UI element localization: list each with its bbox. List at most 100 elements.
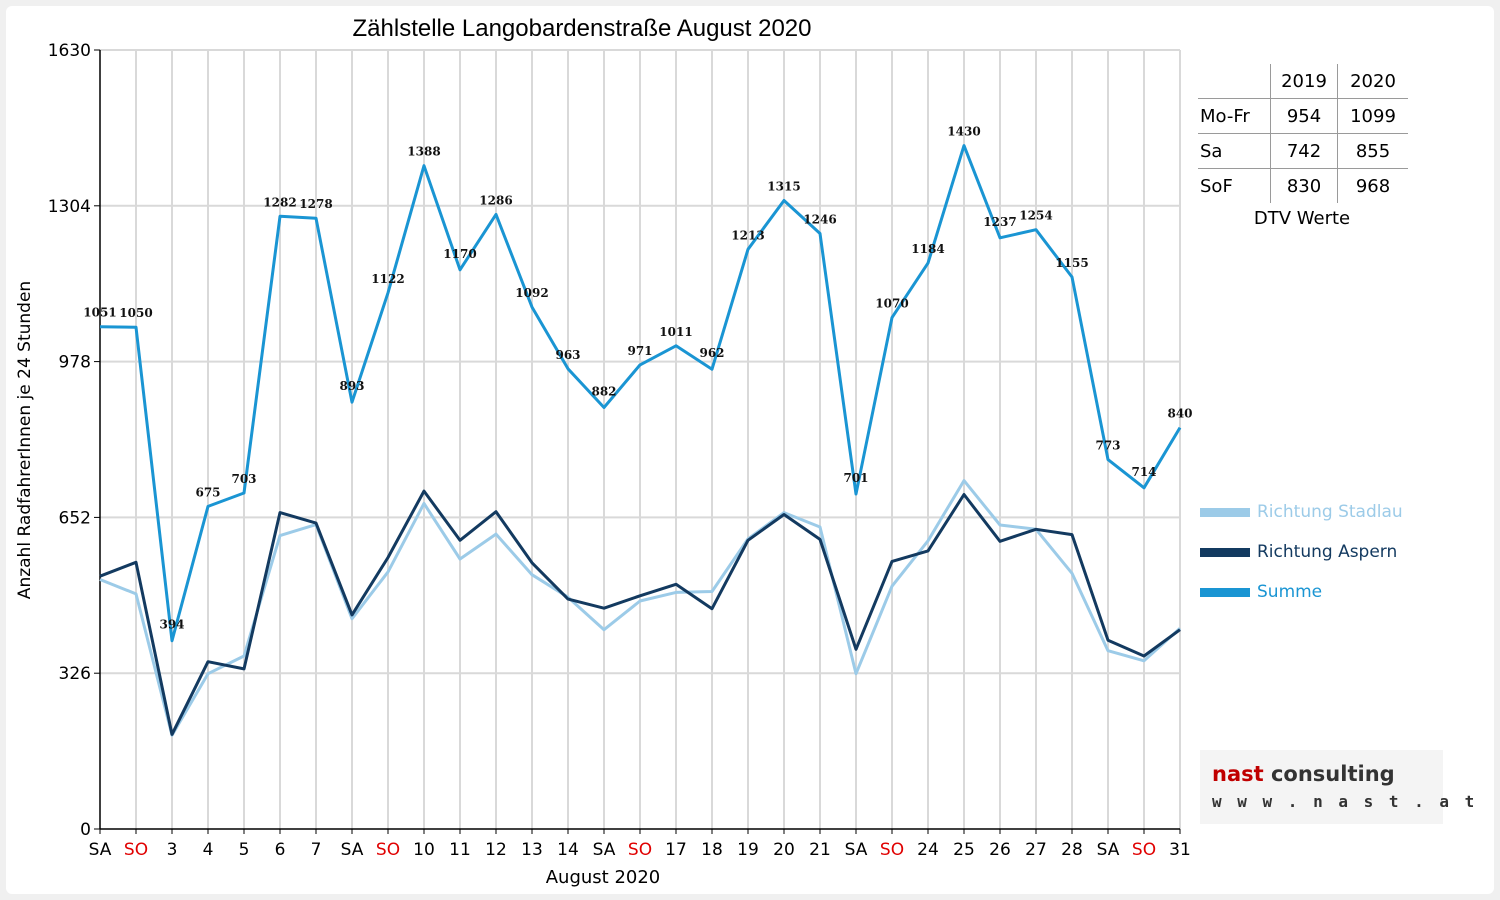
data-label: 675 [195,485,220,499]
x-tick-label: 21 [809,840,831,860]
legend-item-stadlau: Richtung Stadlau [1200,492,1403,532]
x-tick-label: 26 [989,840,1011,860]
data-labels: 1051 1050 394 675 703 1282 1278 893 1122 1388 1170… [83,125,1192,632]
data-label: 1286 [479,193,512,207]
dtv-row: SoF 830 968 [1198,168,1408,203]
dtv-header-2020: 2020 [1337,64,1408,99]
legend-label: Richtung Aspern [1257,542,1398,562]
x-tick-label: SA [1097,840,1120,860]
dtv-cell: 742 [1270,133,1338,169]
legend-label: Summe [1257,582,1323,602]
logo-word: consulting [1270,762,1395,786]
x-tick-label: 31 [1169,840,1191,860]
dtv-table: 2019 2020 Mo-Fr 954 1099 Sa 742 855 SoF … [1198,64,1408,203]
data-label: 1155 [1055,256,1088,270]
dtv-cell: 968 [1337,168,1408,203]
data-label: 394 [159,618,184,632]
data-label: 1092 [515,286,548,300]
x-tick-label: 24 [917,840,939,860]
data-label: 963 [555,348,580,362]
y-axis-title: Anzahl RadfahrerInnen je 24 Stunden [15,281,35,599]
data-label: 1315 [767,180,800,194]
x-tick-label: SO [376,840,400,860]
dtv-row-label: SoF [1200,175,1233,197]
y-tick-label: 978 [59,353,91,373]
legend-label: Richtung Stadlau [1257,502,1403,522]
dtv-caption: DTV Werte [1253,208,1351,229]
x-tick-label: 27 [1025,840,1047,860]
dtv-header-2019: 2019 [1270,64,1338,99]
data-label: 1070 [875,297,908,311]
y-tick-label: 0 [80,820,91,840]
data-label: 703 [231,472,256,486]
data-label: 1237 [983,215,1016,229]
x-tick-label: 12 [485,840,507,860]
x-tick-label: SA [341,840,364,860]
series-line-aspern [99,489,1181,736]
y-tick-label: 326 [59,664,91,684]
y-tick-label: 1304 [48,197,91,217]
x-tick-label: 20 [773,840,795,860]
x-tick-label: 11 [449,840,471,860]
legend-swatch [1200,507,1250,517]
x-tick-label: 5 [239,840,250,860]
y-tick-label: 1630 [48,41,91,61]
x-tick-label: 10 [413,840,435,860]
x-tick-label: 14 [557,840,579,860]
data-label: 1050 [119,306,152,320]
dtv-row: Mo-Fr 954 1099 [1198,98,1408,134]
data-label: 971 [627,344,652,358]
dtv-row-label: Mo-Fr [1198,98,1271,134]
x-tick-label: SO [880,840,904,860]
x-tick-label: SO [124,840,148,860]
data-label: 840 [1167,407,1192,421]
data-label: 893 [339,379,364,393]
dtv-cell: 1099 [1337,98,1408,134]
legend-swatch [1200,547,1250,557]
data-label: 1184 [911,242,944,256]
logo-wordmark: nast consulting [1212,762,1395,786]
x-tick-label: 18 [701,840,723,860]
data-label: 1254 [1019,209,1052,223]
dtv-cell: 954 [1270,98,1338,134]
grid-lines [100,49,1181,829]
x-tick-label: 17 [665,840,687,860]
x-tick-label: 25 [953,840,975,860]
x-tick-label: 6 [275,840,286,860]
data-label: 1213 [731,228,764,242]
x-tick-label: SA [593,840,616,860]
x-tick-label: 19 [737,840,759,860]
data-label: 701 [843,471,868,485]
x-tick-label: 7 [311,840,322,860]
data-label: 1011 [659,325,692,339]
data-label: 714 [1131,465,1156,479]
x-tick-label: SO [1132,840,1156,860]
data-label: 1278 [299,197,332,211]
x-tick-label: 4 [203,840,214,860]
x-tick-label: SA [89,840,112,860]
series-line-summe [99,144,1182,643]
data-label: 1388 [407,145,440,159]
dtv-row-label: Sa [1198,133,1271,169]
x-tick-label: 13 [521,840,543,860]
dtv-cell: 830 [1270,168,1338,203]
x-axis-title: August 2020 [546,867,661,888]
data-label: 1430 [947,125,980,139]
x-tick-label: SA [845,840,868,860]
chart-title: Zählstelle Langobardenstraße August 2020 [353,15,812,42]
legend-swatch [1200,587,1250,597]
data-label: 1282 [263,195,296,209]
y-tick-label: 652 [59,508,91,528]
dtv-cell: 855 [1337,133,1408,169]
legend: Richtung Stadlau Richtung Aspern Summe [1200,492,1403,612]
series-line-stadlau [99,479,1182,737]
data-label: 1122 [371,272,404,286]
dtv-row: Sa 742 855 [1198,133,1408,169]
legend-item-aspern: Richtung Aspern [1200,532,1403,572]
x-tick-label: SO [628,840,652,860]
legend-item-summe: Summe [1200,572,1403,612]
dtv-header-row: 2019 2020 [1198,64,1408,99]
data-label: 1246 [803,213,836,227]
data-label: 962 [699,346,724,360]
